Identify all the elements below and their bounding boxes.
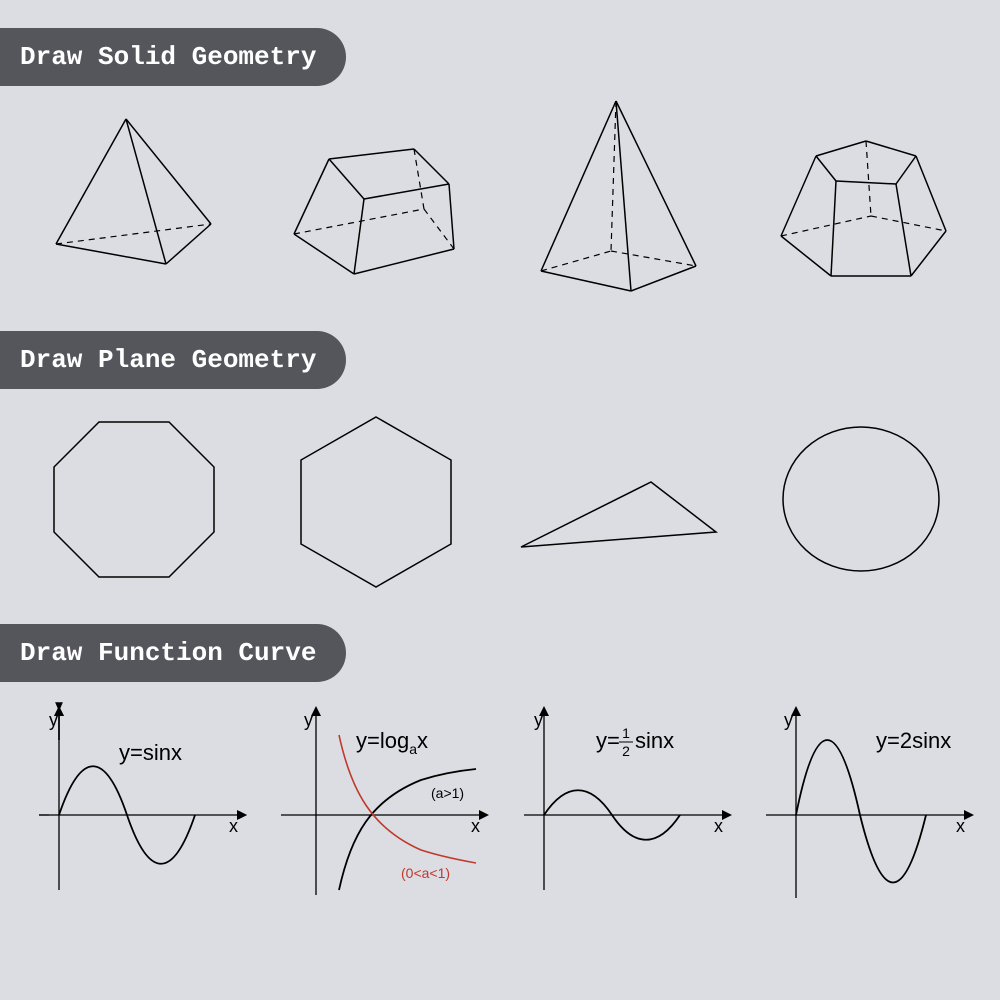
ylabel: y bbox=[304, 710, 313, 730]
formula-half-prefix: y= bbox=[596, 728, 620, 753]
shape-square-pyramid bbox=[500, 96, 743, 311]
chart-2sinx: y x y=2sinx bbox=[743, 700, 986, 905]
header-function: Draw Function Curve bbox=[0, 624, 346, 682]
section-solid-geometry: Draw Solid Geometry bbox=[0, 0, 1000, 321]
header-plane-label: Draw Plane Geometry bbox=[20, 345, 316, 375]
plane-row bbox=[0, 389, 1000, 614]
chart-halfsinx: y x y= 1 2 sinx bbox=[500, 700, 743, 905]
shape-triangle bbox=[500, 432, 743, 572]
formula-half-suffix: sinx bbox=[635, 728, 674, 753]
shape-pentagonal-frustum bbox=[743, 106, 986, 301]
section-function-curve: Draw Function Curve bbox=[0, 624, 1000, 912]
header-plane: Draw Plane Geometry bbox=[0, 331, 346, 389]
frac-num: 1 bbox=[622, 725, 630, 741]
xlabel: x bbox=[956, 816, 965, 836]
header-solid: Draw Solid Geometry bbox=[0, 28, 346, 86]
formula-sinx: y=sinx bbox=[119, 740, 182, 765]
xlabel: x bbox=[471, 816, 480, 836]
shape-hexagon bbox=[258, 402, 501, 602]
shape-octagon bbox=[15, 407, 258, 597]
formula-log: y=logax bbox=[356, 728, 428, 757]
header-solid-label: Draw Solid Geometry bbox=[20, 42, 316, 72]
shape-tetrahedron bbox=[15, 109, 258, 299]
annotation-a-lt-1: (0<a<1) bbox=[401, 865, 450, 881]
xlabel: x bbox=[229, 816, 238, 836]
header-function-label: Draw Function Curve bbox=[20, 638, 316, 668]
ylabel: y bbox=[534, 710, 543, 730]
chart-sinx: y x y=sinx bbox=[15, 700, 258, 905]
shape-ellipse bbox=[743, 409, 986, 594]
section-plane-geometry: Draw Plane Geometry bbox=[0, 331, 1000, 614]
xlabel: x bbox=[714, 816, 723, 836]
shape-truncated-prism bbox=[258, 109, 501, 299]
solid-row bbox=[0, 86, 1000, 321]
frac-den: 2 bbox=[622, 743, 630, 759]
ylabel: y bbox=[49, 710, 58, 730]
formula-2sinx: y=2sinx bbox=[876, 728, 951, 753]
chart-logax: y x y=logax (a>1) (0<a<1) bbox=[258, 700, 501, 905]
annotation-a-gt-1: (a>1) bbox=[431, 785, 464, 801]
ylabel: y bbox=[784, 710, 793, 730]
function-row: y x y=sinx y x y=logax (a>1) bbox=[0, 682, 1000, 912]
